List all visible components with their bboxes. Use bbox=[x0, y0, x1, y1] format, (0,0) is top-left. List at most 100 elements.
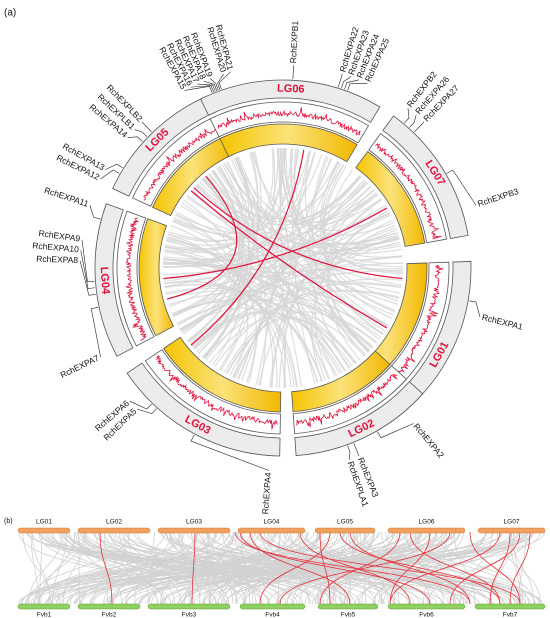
synteny-link bbox=[378, 531, 518, 605]
synteny-link bbox=[234, 219, 394, 379]
synteny-link bbox=[94, 531, 351, 605]
synteny-link bbox=[33, 531, 276, 605]
density-line bbox=[296, 373, 398, 428]
synteny-link bbox=[198, 180, 367, 226]
ortholog-link bbox=[319, 531, 331, 605]
synteny-link bbox=[107, 531, 424, 605]
synteny-link bbox=[138, 531, 420, 605]
synteny-link bbox=[172, 192, 378, 316]
synteny-link bbox=[181, 531, 191, 605]
synteny-link bbox=[226, 311, 377, 375]
synteny-link bbox=[192, 283, 402, 348]
synteny-link bbox=[237, 157, 332, 380]
heatmap-track bbox=[138, 218, 175, 337]
synteny-link bbox=[511, 531, 535, 605]
density-track bbox=[116, 210, 155, 347]
chromosome-bar bbox=[477, 527, 546, 534]
density-line bbox=[155, 355, 278, 430]
synteny-link bbox=[34, 531, 85, 605]
synteny-link bbox=[160, 531, 518, 605]
chromosome-label: Fvb3 bbox=[182, 612, 197, 618]
gene-leader bbox=[100, 169, 120, 180]
chromosome-bar bbox=[314, 527, 376, 534]
gene-label: RchEXPA8 bbox=[36, 254, 78, 265]
synteny-link bbox=[203, 290, 400, 359]
chromosome-bar bbox=[17, 527, 71, 534]
chromosome-bar bbox=[147, 603, 231, 610]
synteny-link bbox=[406, 531, 444, 605]
synteny-link bbox=[277, 148, 286, 388]
synteny-link bbox=[344, 531, 443, 605]
ortholog-link bbox=[99, 531, 113, 605]
synteny-link bbox=[277, 148, 327, 381]
density-track bbox=[292, 365, 407, 435]
heatmap-track bbox=[291, 350, 391, 413]
density-line bbox=[375, 143, 442, 240]
chromosome-label: Fvb6 bbox=[419, 612, 434, 618]
chromosome-band bbox=[200, 79, 381, 123]
gene-leader bbox=[136, 408, 157, 414]
synteny-link bbox=[235, 157, 382, 227]
chromosome-bar bbox=[157, 527, 231, 534]
synteny-link bbox=[134, 531, 155, 605]
synteny-link bbox=[167, 148, 279, 243]
synteny-link bbox=[191, 531, 238, 605]
density-line bbox=[217, 107, 361, 136]
chromosome-label: LG07 bbox=[504, 519, 520, 526]
synteny-link bbox=[114, 531, 492, 605]
gene-label: RchEXPA1 bbox=[481, 312, 524, 332]
synteny-link bbox=[77, 531, 123, 605]
synteny-link bbox=[172, 148, 274, 235]
ortholog-link bbox=[389, 531, 501, 605]
gene-leader bbox=[81, 239, 95, 282]
chromosome-label: LG04 bbox=[264, 519, 280, 526]
gene-leader bbox=[404, 108, 410, 124]
gene-leader bbox=[347, 82, 368, 91]
synteny-link bbox=[177, 199, 233, 326]
synteny-link bbox=[211, 170, 403, 268]
gene-label: RchEXPA7 bbox=[59, 353, 101, 380]
synteny-link bbox=[103, 531, 172, 605]
ortholog-link bbox=[249, 531, 351, 605]
synteny-link bbox=[354, 531, 524, 605]
synteny-link bbox=[165, 240, 382, 338]
synteny-link bbox=[194, 531, 455, 605]
ortholog-link bbox=[319, 531, 401, 605]
density-line bbox=[125, 217, 147, 341]
chromosome-label: LG01 bbox=[36, 519, 52, 526]
gene-leader bbox=[190, 85, 215, 93]
synteny-link bbox=[78, 531, 80, 605]
gene-leader bbox=[90, 307, 101, 358]
chromosome-label: LG02 bbox=[106, 519, 122, 526]
ortholog-link bbox=[489, 531, 511, 605]
synteny-link bbox=[255, 148, 283, 386]
chromosome-bar bbox=[317, 603, 379, 610]
ortholog-link bbox=[299, 531, 411, 605]
gene-leader bbox=[347, 445, 351, 460]
gene-label: RchEXPA11 bbox=[43, 185, 90, 209]
ortholog-link bbox=[259, 531, 521, 605]
synteny-link bbox=[285, 148, 391, 232]
synteny-link bbox=[179, 270, 403, 330]
gene-leader bbox=[446, 169, 477, 206]
synteny-link bbox=[163, 154, 323, 283]
synteny-link bbox=[82, 531, 270, 605]
synteny-link bbox=[166, 289, 373, 349]
gene-leader bbox=[469, 300, 481, 318]
panel-label: (b) bbox=[4, 518, 13, 525]
ortholog-link bbox=[339, 531, 501, 605]
gene-label: RchEXPA10 bbox=[32, 240, 80, 254]
synteny-link bbox=[163, 175, 361, 261]
gene-leader bbox=[377, 423, 414, 439]
synteny-link bbox=[218, 166, 252, 371]
chromosome-label: Fvb5 bbox=[341, 612, 356, 618]
synteny-link bbox=[326, 210, 389, 361]
density-track bbox=[209, 101, 370, 144]
gene-label: RchEXPA4 bbox=[260, 472, 273, 515]
gene-leader bbox=[141, 121, 152, 133]
synteny-link bbox=[127, 531, 150, 605]
duplication-link bbox=[166, 175, 238, 300]
synteny-link bbox=[47, 531, 218, 605]
density-line bbox=[143, 122, 218, 201]
